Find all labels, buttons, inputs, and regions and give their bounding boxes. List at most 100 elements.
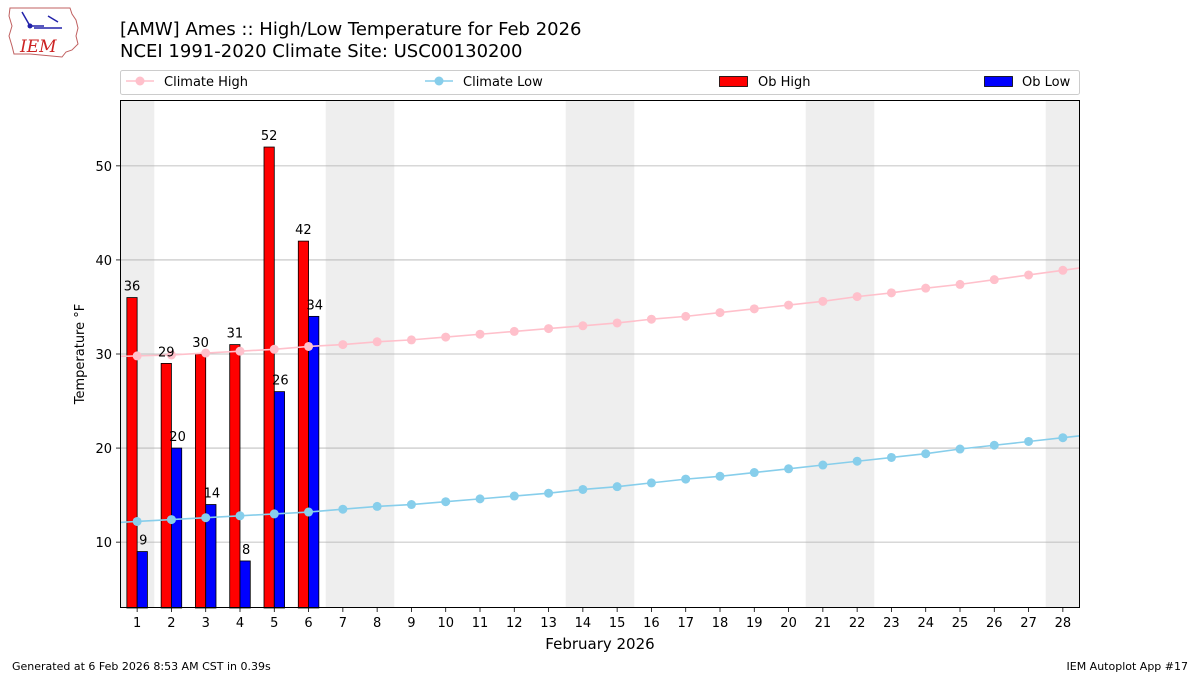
- footer-generated: Generated at 6 Feb 2026 8:53 AM CST in 0…: [12, 660, 271, 673]
- point-climate-low-27: [1024, 436, 1034, 446]
- x-tick-label-24: 24: [917, 616, 934, 631]
- point-climate-high-1: [132, 351, 142, 361]
- point-climate-low-9: [406, 500, 416, 510]
- x-tick-label-21: 21: [815, 616, 832, 631]
- point-climate-low-18: [715, 471, 725, 481]
- point-climate-low-1: [132, 516, 142, 526]
- bar-ob-low-5: [273, 391, 285, 609]
- point-climate-high-12: [509, 326, 519, 336]
- point-climate-high-6: [304, 341, 314, 351]
- point-climate-high-14: [578, 321, 588, 331]
- line-climate-high: [119, 267, 1081, 358]
- point-climate-high-25: [955, 279, 965, 289]
- point-climate-low-20: [784, 464, 794, 474]
- point-climate-low-2: [166, 515, 176, 525]
- point-climate-low-5: [269, 509, 279, 519]
- point-climate-low-19: [749, 468, 759, 478]
- point-climate-high-19: [749, 304, 759, 314]
- x-tick-label-9: 9: [407, 616, 415, 631]
- point-climate-low-8: [372, 501, 382, 511]
- y-tick-label-10: 10: [95, 536, 112, 551]
- point-climate-low-13: [544, 488, 554, 498]
- x-tick-label-15: 15: [609, 616, 626, 631]
- point-climate-low-11: [475, 494, 485, 504]
- point-climate-low-6: [304, 507, 314, 517]
- label-ob-low-3: 14: [204, 487, 221, 502]
- bar-ob-low-6: [308, 315, 320, 609]
- label-ob-high-6: 42: [295, 223, 312, 238]
- legend-box: [120, 70, 1080, 95]
- chart-subtitle: NCEI 1991-2020 Climate Site: USC00130200: [120, 41, 522, 62]
- x-tick-label-20: 20: [780, 616, 797, 631]
- line-climate-low: [119, 435, 1081, 524]
- label-ob-high-1: 36: [124, 280, 141, 295]
- point-climate-low-21: [818, 460, 828, 470]
- legend: Climate High Climate Low Ob High Ob Low: [120, 70, 1080, 95]
- label-ob-low-4: 8: [242, 543, 250, 558]
- legend-label-ob-low: Ob Low: [1022, 75, 1071, 90]
- y-tick-label-40: 40: [95, 254, 112, 269]
- x-tick-label-1: 1: [133, 616, 141, 631]
- point-climate-high-23: [886, 288, 896, 298]
- label-ob-low-6: 34: [306, 298, 323, 313]
- label-ob-low-2: 20: [169, 430, 186, 445]
- point-climate-high-13: [544, 324, 554, 334]
- point-climate-high-28: [1058, 265, 1068, 275]
- x-tick-label-22: 22: [849, 616, 866, 631]
- point-climate-low-26: [989, 440, 999, 450]
- bar-value-labels: 36 9 29 20 30 14 31 8 52 26 42 34: [124, 129, 323, 558]
- point-climate-low-12: [509, 491, 519, 501]
- legend-marker-climate-low: [434, 76, 444, 86]
- x-tick-label-10: 10: [437, 616, 454, 631]
- bar-ob-high-4: [229, 344, 241, 609]
- point-climate-low-3: [201, 513, 211, 523]
- x-tick-label-8: 8: [373, 616, 381, 631]
- point-climate-low-7: [338, 504, 348, 514]
- point-climate-high-5: [269, 344, 279, 354]
- footer-app: IEM Autoplot App #17: [1067, 660, 1189, 673]
- point-climate-high-18: [715, 308, 725, 318]
- point-climate-low-15: [612, 482, 622, 492]
- point-climate-high-24: [921, 283, 931, 293]
- iem-logo: IEM: [8, 7, 79, 58]
- bar-ob-low-2: [171, 447, 183, 609]
- x-tick-label-25: 25: [952, 616, 969, 631]
- point-climate-low-23: [886, 452, 896, 462]
- point-climate-high-17: [681, 311, 691, 321]
- point-climate-low-25: [955, 444, 965, 454]
- sun-dot-icon: [27, 23, 33, 29]
- point-climate-low-28: [1058, 433, 1068, 443]
- point-climate-low-24: [921, 449, 931, 459]
- x-tick-label-16: 16: [643, 616, 660, 631]
- x-tick-label-26: 26: [986, 616, 1003, 631]
- label-ob-low-5: 26: [272, 374, 289, 389]
- x-tick-label-3: 3: [202, 616, 210, 631]
- point-climate-high-3: [201, 348, 211, 358]
- bar-ob-high-6: [297, 240, 309, 609]
- x-axis-ticks: 1 2 3 4 5 6 7 8 9 10 11 12 13 14 15 16 17 18 19 20 21 22 23 24 2…: [133, 608, 1071, 631]
- label-ob-low-1: 9: [139, 534, 147, 549]
- legend-label-ob-high: Ob High: [758, 75, 811, 90]
- y-axis-ticks: 10 20 30 40 50: [95, 160, 120, 551]
- legend-label-climate-low: Climate Low: [463, 75, 543, 90]
- label-ob-high-5: 52: [261, 129, 278, 144]
- point-climate-low-4: [235, 511, 245, 521]
- bar-ob-low-1: [136, 551, 148, 609]
- label-ob-high-3: 30: [192, 336, 209, 351]
- point-climate-high-27: [1024, 270, 1034, 280]
- x-axis-label: February 2026: [545, 635, 654, 653]
- point-climate-low-22: [852, 456, 862, 466]
- y-tick-label-50: 50: [95, 160, 112, 175]
- point-climate-high-4: [235, 346, 245, 356]
- x-tick-label-7: 7: [339, 616, 347, 631]
- point-climate-high-7: [338, 340, 348, 350]
- logo-text: IEM: [19, 37, 57, 57]
- x-tick-label-6: 6: [304, 616, 312, 631]
- x-tick-label-18: 18: [712, 616, 729, 631]
- x-tick-label-13: 13: [540, 616, 557, 631]
- point-climate-low-10: [441, 497, 451, 507]
- point-climate-high-15: [612, 318, 622, 328]
- x-tick-label-14: 14: [575, 616, 592, 631]
- bar-ob-high-1: [126, 297, 138, 609]
